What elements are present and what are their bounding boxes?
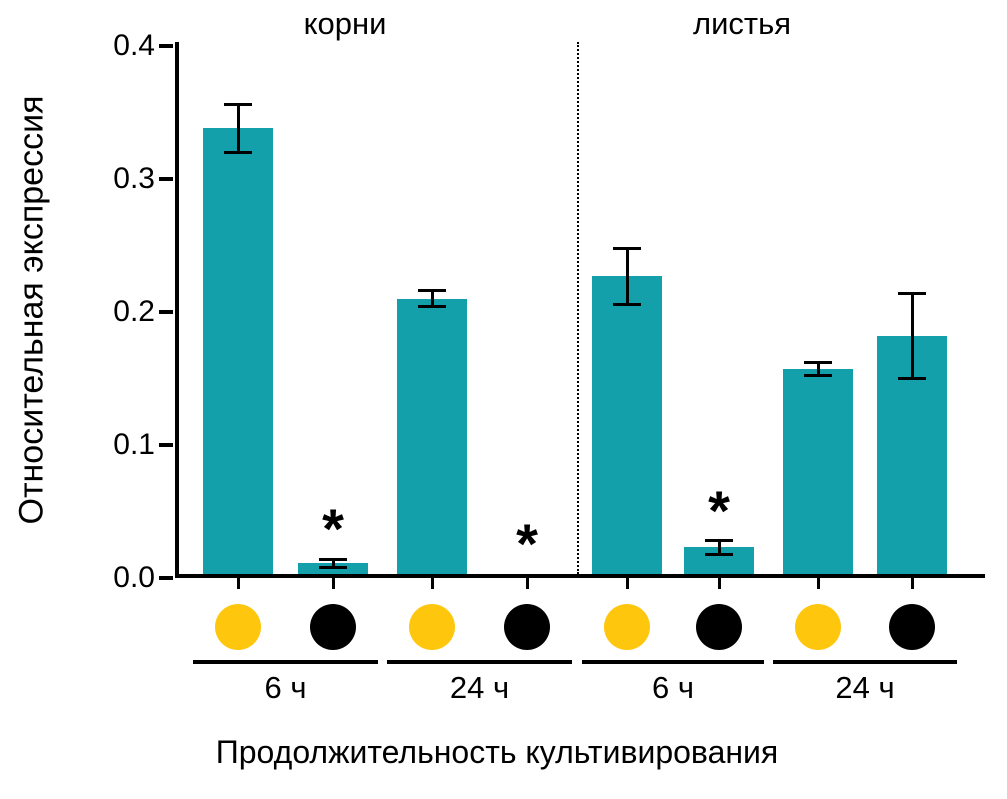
marker-circle-black xyxy=(696,604,742,650)
error-bar-cap xyxy=(705,539,733,543)
x-axis-tick xyxy=(331,578,335,589)
error-bar-cap xyxy=(804,361,832,365)
y-axis-tick xyxy=(159,443,173,447)
section-title-listya: листья xyxy=(692,6,792,41)
x-axis-tick xyxy=(525,578,529,589)
error-bar-cap xyxy=(613,246,641,250)
group-underline xyxy=(193,660,378,664)
y-axis-tick xyxy=(159,310,173,314)
error-bar-line xyxy=(717,540,721,555)
significance-asterisk: * xyxy=(708,478,730,542)
y-axis-tick-label: 0.3 xyxy=(113,162,155,195)
error-bar-cap xyxy=(224,103,252,107)
y-axis-tick-label: 0.1 xyxy=(113,428,155,461)
error-bar-line xyxy=(910,293,914,379)
error-bar-cap xyxy=(319,565,347,569)
plot-area xyxy=(175,42,985,578)
section-divider-line xyxy=(577,42,579,574)
section-title-korni: корни xyxy=(303,6,387,41)
y-axis-tick-label: 0.4 xyxy=(113,29,155,62)
group-label: 24 ч xyxy=(449,670,510,705)
marker-circle-yellow xyxy=(215,604,261,650)
error-bar-cap xyxy=(613,302,641,306)
error-bar-cap xyxy=(898,377,926,380)
error-bar-cap xyxy=(418,305,446,309)
marker-circle-black xyxy=(889,604,935,650)
x-axis-label: Продолжительность культивирования xyxy=(215,734,779,770)
y-axis-label: Относительная экспрессия xyxy=(12,95,51,525)
y-axis-tick-label: 0.2 xyxy=(113,295,155,328)
bar xyxy=(783,369,853,574)
significance-asterisk: * xyxy=(516,512,538,575)
error-bar-cap xyxy=(224,150,252,154)
error-bar-line xyxy=(430,290,434,307)
y-axis-tick xyxy=(159,177,173,181)
error-bar-cap xyxy=(418,289,446,293)
error-bar-line xyxy=(236,104,240,153)
x-axis-tick xyxy=(910,578,914,589)
marker-circle-yellow xyxy=(604,604,650,650)
x-axis-tick xyxy=(816,578,820,589)
marker-circle-black xyxy=(504,604,550,650)
y-axis-tick-label: 0.0 xyxy=(113,561,155,594)
error-bar-line xyxy=(625,248,629,305)
x-axis-tick xyxy=(430,578,434,589)
group-label: 6 ч xyxy=(264,670,307,705)
group-underline xyxy=(773,660,957,664)
x-axis-tick xyxy=(717,578,721,589)
error-bar-cap xyxy=(804,374,832,378)
group-underline xyxy=(387,660,572,664)
x-axis-tick xyxy=(625,578,629,589)
group-label: 24 ч xyxy=(835,670,895,705)
bar xyxy=(592,276,662,574)
error-bar-line xyxy=(816,362,820,376)
significance-asterisk: * xyxy=(322,497,344,561)
group-label: 6 ч xyxy=(651,670,695,705)
marker-circle-yellow xyxy=(795,604,841,650)
error-bar-cap xyxy=(898,291,926,295)
error-bar-line xyxy=(331,559,335,568)
y-axis-tick xyxy=(159,44,173,48)
error-bar-cap xyxy=(705,552,733,556)
bar xyxy=(397,299,467,574)
marker-circle-yellow xyxy=(409,604,455,650)
x-axis-tick xyxy=(236,578,240,589)
error-bar-cap xyxy=(319,557,347,561)
group-underline xyxy=(582,660,764,664)
y-axis-tick xyxy=(159,576,173,580)
bar xyxy=(203,128,273,574)
marker-circle-black xyxy=(310,604,356,650)
